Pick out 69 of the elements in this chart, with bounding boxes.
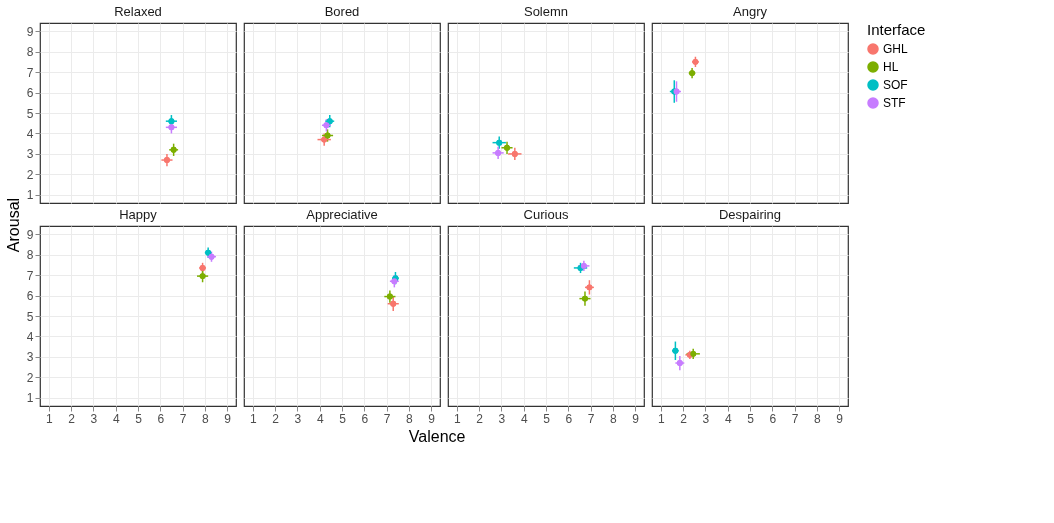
y-tick-label: 4 (26, 329, 34, 344)
x-tick-label: 9 (836, 411, 844, 426)
y-tick-label: 3 (26, 147, 34, 162)
chart-title: Despairing (718, 207, 782, 222)
x-tick-label: 6 (157, 411, 165, 426)
x-tick-label: 4 (520, 411, 528, 426)
x-tick-label: 4 (316, 411, 324, 426)
x-tick-label: 6 (361, 411, 369, 426)
y-tick-label: 6 (26, 86, 34, 101)
x-axis-title: Valence (408, 427, 466, 445)
x-tick-label: 4 (724, 411, 732, 426)
x-tick-label: 3 (498, 411, 506, 426)
chart-title: Appreciative (306, 207, 378, 222)
x-tick-label: 9 (632, 411, 640, 426)
legend-label: SOF (883, 78, 908, 92)
x-tick-label: 9 (224, 411, 232, 426)
x-tick-label: 1 (454, 411, 462, 426)
x-tick-label: 3 (294, 411, 302, 426)
x-tick-label: 2 (68, 411, 76, 426)
x-tick-label: 7 (587, 411, 595, 426)
legend-label: GHL (883, 42, 908, 56)
x-tick-label: 4 (112, 411, 120, 426)
x-tick-label: 1 (658, 411, 666, 426)
x-tick-label: 3 (90, 411, 98, 426)
y-tick-label: 5 (26, 106, 34, 121)
y-tick-label: 8 (26, 248, 34, 263)
chart-title: Angry (733, 4, 768, 19)
x-tick-label: 1 (250, 411, 258, 426)
x-tick-label: 7 (179, 411, 187, 426)
x-tick-label: 8 (201, 411, 209, 426)
chart-title: Relaxed (114, 4, 162, 19)
chart-title: Bored (324, 4, 360, 19)
legend-label: HL (883, 60, 899, 74)
y-tick-label: 5 (26, 309, 34, 324)
y-tick-label: 3 (26, 350, 34, 365)
y-tick-label: 6 (26, 289, 34, 304)
x-tick-label: 5 (543, 411, 551, 426)
x-tick-label: 2 (680, 411, 688, 426)
x-tick-label: 6 (769, 411, 777, 426)
x-tick-label: 5 (747, 411, 755, 426)
chart-title: Curious (523, 207, 569, 222)
x-tick-label: 2 (272, 411, 280, 426)
y-tick-label: 2 (26, 167, 34, 182)
x-tick-label: 3 (702, 411, 710, 426)
chart-title: Solemn (523, 4, 569, 19)
x-tick-label: 6 (565, 411, 573, 426)
x-tick-label: 8 (813, 411, 821, 426)
x-tick-label: 9 (428, 411, 436, 426)
x-tick-label: 7 (383, 411, 391, 426)
y-tick-label: 7 (26, 65, 34, 80)
legend-label: STF (883, 96, 906, 110)
chart-title: Happy (119, 207, 158, 222)
x-tick-label: 5 (135, 411, 143, 426)
x-tick-label: 1 (46, 411, 54, 426)
y-tick-label: 7 (26, 268, 34, 283)
x-tick-label: 8 (609, 411, 617, 426)
y-tick-label: 9 (26, 227, 34, 242)
y-tick-label: 1 (26, 391, 34, 406)
x-tick-label: 8 (405, 411, 413, 426)
y-tick-label: 2 (26, 370, 34, 385)
y-tick-label: 9 (26, 24, 34, 39)
y-tick-label: 1 (26, 188, 34, 203)
x-tick-label: 7 (791, 411, 799, 426)
legend-title: Interface (867, 21, 926, 38)
x-tick-label: 5 (339, 411, 347, 426)
y-tick-label: 4 (26, 126, 34, 141)
y-axis-title: Arousal (4, 197, 22, 253)
y-tick-label: 8 (26, 45, 34, 60)
x-tick-label: 2 (476, 411, 484, 426)
